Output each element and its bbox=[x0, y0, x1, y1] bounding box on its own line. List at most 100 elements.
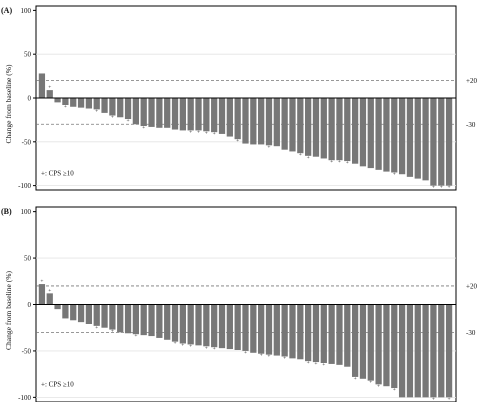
panel-a-bar bbox=[242, 98, 249, 144]
panel-b-bar bbox=[93, 304, 100, 326]
panel-b-bar bbox=[77, 304, 85, 323]
panel-b-cps-marker: + bbox=[377, 383, 380, 389]
panel-b-bar bbox=[391, 304, 398, 389]
panel-a-legend: +: CPS ≥10 bbox=[41, 169, 74, 177]
panel-b-bar bbox=[398, 304, 406, 398]
panel-b-bar bbox=[289, 304, 296, 359]
panel-a-bar bbox=[195, 98, 202, 131]
panel-a-bar bbox=[344, 98, 351, 162]
panel-b-cps-marker: + bbox=[173, 341, 176, 347]
panel-a-bar bbox=[234, 98, 241, 140]
panel-a-bar bbox=[406, 98, 414, 177]
panel-b-bar bbox=[124, 304, 132, 334]
panel-b-bar bbox=[109, 304, 116, 330]
panel-b-cps-marker: + bbox=[354, 376, 357, 382]
panel-b-bar bbox=[85, 304, 93, 324]
panel-a-cps-marker: + bbox=[236, 138, 239, 144]
panel-a-bar bbox=[250, 98, 257, 145]
panel-b-bar bbox=[383, 304, 390, 387]
panel-b-bar bbox=[297, 304, 304, 360]
panel-b-bar bbox=[234, 304, 241, 350]
panel-b-bar bbox=[438, 304, 445, 398]
panel-b-bar bbox=[132, 304, 140, 335]
panel-b-bar bbox=[38, 284, 46, 305]
panel-a-bar bbox=[62, 98, 69, 106]
panel-a-bar bbox=[140, 98, 147, 127]
panel-b-cps-marker: + bbox=[111, 329, 114, 335]
panel-b-bar bbox=[117, 304, 124, 333]
panel-b-legend: +: CPS ≥10 bbox=[41, 380, 74, 388]
panel-a-bar bbox=[320, 98, 327, 159]
panel-b-label: (B) bbox=[1, 207, 12, 216]
panel-a-reference-label: +20 bbox=[466, 77, 477, 85]
panel-b-cps-marker: + bbox=[244, 350, 247, 356]
panel-a-bar bbox=[273, 98, 280, 147]
panel-a-bar bbox=[38, 73, 46, 98]
panel-b-bar bbox=[445, 304, 453, 398]
panel-b-bar bbox=[344, 304, 351, 367]
panel-a-cps-marker: + bbox=[393, 171, 396, 177]
panel-a-bar bbox=[54, 98, 61, 103]
panel-b-cps-marker: + bbox=[432, 396, 435, 402]
panel-b-ytick-label: -50 bbox=[22, 347, 32, 355]
panel-a-bar bbox=[351, 98, 359, 164]
panel-b-cps-marker: + bbox=[205, 345, 208, 351]
panel-a-bar bbox=[328, 98, 335, 161]
panel-a-bar bbox=[93, 98, 100, 110]
panel-a-bar bbox=[132, 98, 140, 125]
panel-b-cps-marker: + bbox=[134, 333, 137, 339]
panel-a-bar bbox=[171, 98, 179, 130]
panel-a-bar bbox=[226, 98, 233, 137]
panel-a-ylabel: Change from baseline (%) bbox=[4, 64, 13, 143]
panel-a-bar bbox=[305, 98, 312, 156]
panel-a-bar bbox=[375, 98, 382, 170]
panel-a-bar bbox=[383, 98, 390, 172]
panel-b-cps-marker: + bbox=[307, 360, 310, 366]
panel-b-bar bbox=[187, 304, 194, 345]
panel-b-bar bbox=[273, 304, 280, 356]
panel-a-ytick-label: 50 bbox=[24, 51, 32, 59]
panel-a-cps-marker: + bbox=[64, 104, 67, 110]
panel-b-cps-marker: + bbox=[40, 279, 43, 285]
panel-a-cps-marker: + bbox=[448, 185, 451, 191]
panel-a-bar bbox=[289, 98, 296, 152]
panel-a-cps-marker: + bbox=[440, 185, 443, 191]
panel-a-bar bbox=[391, 98, 398, 173]
panel-b-bar bbox=[336, 304, 343, 365]
panel-b-cps-marker: + bbox=[314, 361, 317, 367]
panel-a-bar bbox=[77, 98, 85, 108]
panel-b-bar bbox=[226, 304, 233, 350]
panel-b-cps-marker: + bbox=[48, 288, 51, 294]
panel-b-bar bbox=[203, 304, 210, 347]
panel-a-bar bbox=[265, 98, 273, 146]
panel-b-bar bbox=[242, 304, 249, 351]
panel-a-cps-marker: + bbox=[213, 131, 216, 137]
panel-b-cps-marker: + bbox=[283, 356, 286, 362]
panel-a-ytick-label: -100 bbox=[18, 182, 31, 190]
panel-b-ylabel: Change from baseline (%) bbox=[4, 271, 13, 350]
panel-a-cps-marker: + bbox=[95, 108, 98, 114]
panel-b-bar bbox=[359, 304, 367, 379]
panel-a-bar bbox=[281, 98, 288, 150]
panel-b-cps-marker: + bbox=[393, 387, 396, 393]
panel-a-bar bbox=[164, 98, 171, 128]
panel-b-cps-marker: + bbox=[189, 343, 192, 349]
panel-a-bar bbox=[211, 98, 218, 133]
panel-b-bar bbox=[281, 304, 288, 357]
panel-a-bar bbox=[124, 98, 132, 120]
panel-a-bar bbox=[336, 98, 343, 161]
panel-b-cps-marker: + bbox=[267, 354, 270, 360]
panel-b-bar bbox=[195, 304, 202, 346]
panel-a-bar bbox=[179, 98, 186, 131]
panel-b-reference-label: +20 bbox=[466, 282, 477, 290]
panel-b-bar bbox=[179, 304, 186, 344]
panel-b-ytick-label: -100 bbox=[18, 394, 31, 402]
panel-b-bar bbox=[211, 304, 218, 348]
panel-b-bar bbox=[375, 304, 382, 385]
panel-a-bar bbox=[258, 98, 265, 145]
panel-a-label: (A) bbox=[1, 6, 12, 15]
panel-b-bar bbox=[258, 304, 265, 354]
panel-a-bar bbox=[101, 98, 108, 113]
panel-a-bar bbox=[203, 98, 210, 132]
